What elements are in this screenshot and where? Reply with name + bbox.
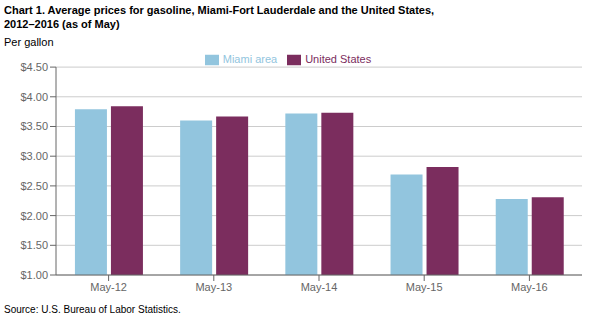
svg-text:May-12: May-12 [90,281,127,293]
svg-text:$2.50: $2.50 [20,180,48,192]
html-text:Chart 1. Average prices for ga: Chart 1. Average prices for gasoline, Mi… [4,4,435,30]
svg-text:$2.00: $2.00 [20,210,48,222]
svg-text:$1.00: $1.00 [20,269,48,281]
svg-text:$1.50: $1.50 [20,239,48,251]
svg-text:$4.00: $4.00 [20,91,48,103]
html-text:Per gallon: Per gallon [4,36,54,48]
svg-text:May-14: May-14 [301,281,338,293]
svg-text:May-16: May-16 [511,281,548,293]
svg-text:May-15: May-15 [406,281,443,293]
html-text:Source: U.S. Bureau of Labor S: Source: U.S. Bureau of Labor Statistics. [4,304,181,315]
svg-text:May-13: May-13 [195,281,232,293]
html-text:Miami area: Miami area [222,53,278,65]
html-text:United States: United States [305,53,372,65]
svg-text:$4.50: $4.50 [20,61,48,73]
svg-text:$3.50: $3.50 [20,120,48,132]
svg-text:$3.00: $3.00 [20,150,48,162]
